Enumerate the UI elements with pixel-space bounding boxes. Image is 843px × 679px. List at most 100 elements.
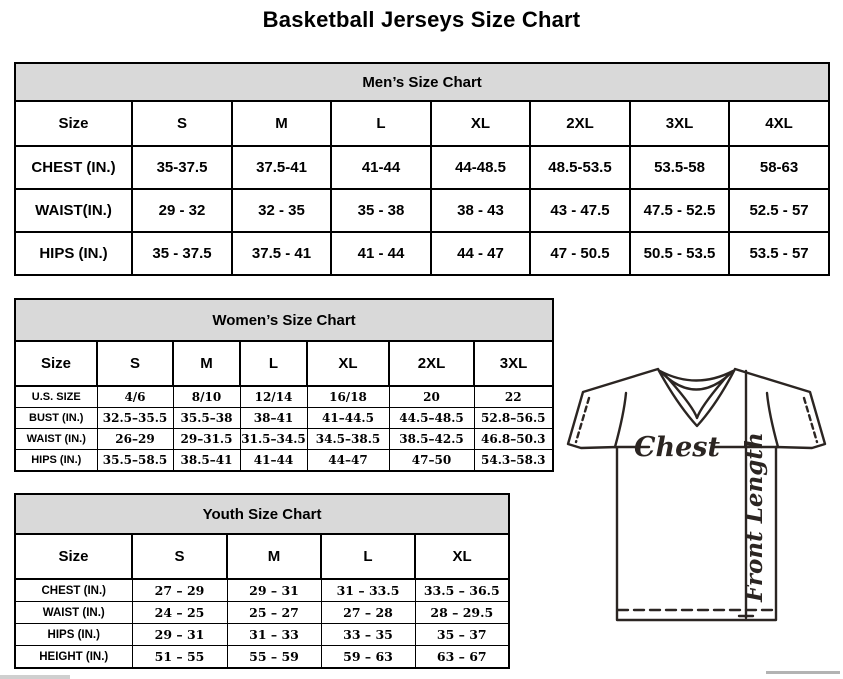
table-cell: 59 – 63 (320, 645, 416, 669)
womens-size-col-xl: XL (306, 340, 390, 387)
left-cuff-stitch (574, 396, 591, 444)
table-cell: 33.5 – 36.5 (414, 578, 510, 602)
collar-band (658, 369, 735, 382)
womens-bust-row: BUST (IN.) 32.5–35.5 35.5–38 38–41 41–44… (14, 407, 554, 429)
table-cell: 44 - 47 (430, 231, 531, 276)
table-cell: 52.8–56.5 (473, 407, 554, 429)
table-cell: 29 – 31 (131, 623, 228, 646)
table-cell: 26–29 (96, 428, 174, 450)
table-cell: 44.5–48.5 (388, 407, 475, 429)
table-cell: 41–44 (239, 449, 308, 472)
row-label: U.S. SIZE (14, 385, 98, 408)
table-cell: 41-44 (330, 145, 432, 190)
table-cell: 31 – 33 (226, 623, 322, 646)
table-cell: 20 (388, 385, 475, 408)
right-sleeve-seam (765, 391, 780, 449)
table-cell: 32.5–35.5 (96, 407, 174, 429)
table-cell: 29–31.5 (172, 428, 241, 450)
table-cell: 37.5-41 (231, 145, 332, 190)
left-sleeve-seam (613, 391, 628, 449)
jersey-measurement-diagram: Chest Front Length (565, 366, 827, 624)
mens-size-col-s: S (131, 100, 233, 147)
table-cell: 32 - 35 (231, 188, 332, 233)
womens-size-col-2xl: 2XL (388, 340, 475, 387)
table-cell: 12/14 (239, 385, 308, 408)
mens-chest-row: CHEST (IN.) 35-37.5 37.5-41 41-44 44-48.… (14, 145, 831, 190)
table-cell: 47 - 50.5 (529, 231, 631, 276)
youth-size-col-m: M (226, 533, 322, 580)
womens-size-header-row: Size S M L XL 2XL 3XL (14, 340, 555, 387)
table-cell: 52.5 - 57 (727, 188, 831, 233)
mens-size-col-2xl: 2XL (529, 100, 631, 147)
table-cell: 38–41 (239, 407, 308, 429)
youth-size-corner-label: Size (14, 533, 133, 580)
youth-size-col-s: S (131, 533, 228, 580)
table-cell: 44–47 (306, 449, 390, 472)
table-cell: 35 - 38 (330, 188, 432, 233)
table-cell: 48.5-53.5 (529, 145, 631, 190)
womens-waist-row: WAIST (IN.) 26–29 29–31.5 31.5–34.5 34.5… (14, 428, 554, 450)
youth-waist-row: WAIST (IN.) 24 – 25 25 – 27 27 – 28 28 –… (14, 601, 510, 624)
table-cell: 50.5 - 53.5 (629, 231, 730, 276)
front-length-label: Front Length (741, 432, 768, 603)
table-cell: 53.5 - 57 (727, 231, 831, 276)
table-cell: 38.5–42.5 (388, 428, 475, 450)
chest-label: Chest (634, 432, 720, 463)
collar-inner-v (663, 373, 730, 420)
table-cell: 31.5–34.5 (239, 428, 308, 450)
table-cell: 41 - 44 (330, 231, 432, 276)
youth-size-chart-table: Youth Size Chart Size S M L XL CHEST (IN… (13, 493, 511, 669)
table-cell: 38.5–41 (172, 449, 241, 472)
womens-size-col-3xl: 3XL (472, 340, 555, 387)
table-cell: 47–50 (388, 449, 475, 472)
table-cell: 28 – 29.5 (414, 601, 510, 624)
youth-height-row: HEIGHT (IN.) 51 – 55 55 – 59 59 – 63 63 … (14, 645, 510, 669)
table-cell: 35.5–38 (172, 407, 241, 429)
row-label: HIPS (IN.) (14, 231, 133, 276)
youth-size-col-xl: XL (413, 533, 511, 580)
table-cell: 29 - 32 (131, 188, 233, 233)
womens-chart-title: Women’s Size Chart (13, 298, 555, 342)
row-label: WAIST(IN.) (14, 188, 133, 233)
table-cell: 35-37.5 (131, 145, 233, 190)
scrollbar-fragment-right[interactable] (766, 671, 840, 674)
youth-size-header-row: Size S M L XL (14, 533, 511, 580)
jersey-outline (566, 367, 827, 622)
womens-size-corner-label: Size (14, 340, 98, 387)
table-cell: 34.5–38.5 (306, 428, 390, 450)
table-cell: 35 - 37.5 (131, 231, 233, 276)
table-cell: 24 – 25 (131, 601, 228, 624)
row-label: HEIGHT (IN.) (14, 645, 133, 669)
mens-size-col-3xl: 3XL (629, 100, 730, 147)
table-cell: 63 – 67 (414, 645, 510, 669)
youth-size-col-l: L (320, 533, 416, 580)
table-cell: 47.5 - 52.5 (629, 188, 730, 233)
mens-size-col-4xl: 4XL (727, 100, 831, 147)
table-cell: 53.5-58 (629, 145, 730, 190)
table-cell: 46.8–50.3 (473, 428, 554, 450)
youth-chest-row: CHEST (IN.) 27 – 29 29 – 31 31 – 33.5 33… (14, 578, 510, 602)
mens-hips-row: HIPS (IN.) 35 - 37.5 37.5 - 41 41 - 44 4… (14, 231, 831, 276)
womens-chart-title-row: Women’s Size Chart (13, 298, 555, 342)
row-label: CHEST (IN.) (14, 578, 133, 602)
table-cell: 35 – 37 (414, 623, 510, 646)
mens-chart-title: Men’s Size Chart (13, 62, 831, 102)
table-cell: 27 – 28 (320, 601, 416, 624)
table-cell: 43 - 47.5 (529, 188, 631, 233)
womens-size-col-l: L (239, 340, 308, 387)
right-cuff-stitch (802, 396, 819, 444)
row-label: WAIST (IN.) (14, 601, 133, 624)
table-cell: 25 – 27 (226, 601, 322, 624)
table-cell: 37.5 - 41 (231, 231, 332, 276)
table-cell: 4/6 (96, 385, 174, 408)
page-title: Basketball Jerseys Size Chart (262, 7, 581, 32)
mens-size-corner-label: Size (14, 100, 133, 147)
table-cell: 41–44.5 (306, 407, 390, 429)
mens-chart-title-row: Men’s Size Chart (13, 62, 831, 102)
table-cell: 54.3–58.3 (473, 449, 554, 472)
mens-size-col-xl: XL (430, 100, 531, 147)
womens-us-size-row: U.S. SIZE 4/6 8/10 12/14 16/18 20 22 (14, 385, 554, 408)
womens-size-col-m: M (172, 340, 241, 387)
scrollbar-fragment-left[interactable] (0, 675, 70, 679)
table-cell: 31 – 33.5 (320, 578, 416, 602)
